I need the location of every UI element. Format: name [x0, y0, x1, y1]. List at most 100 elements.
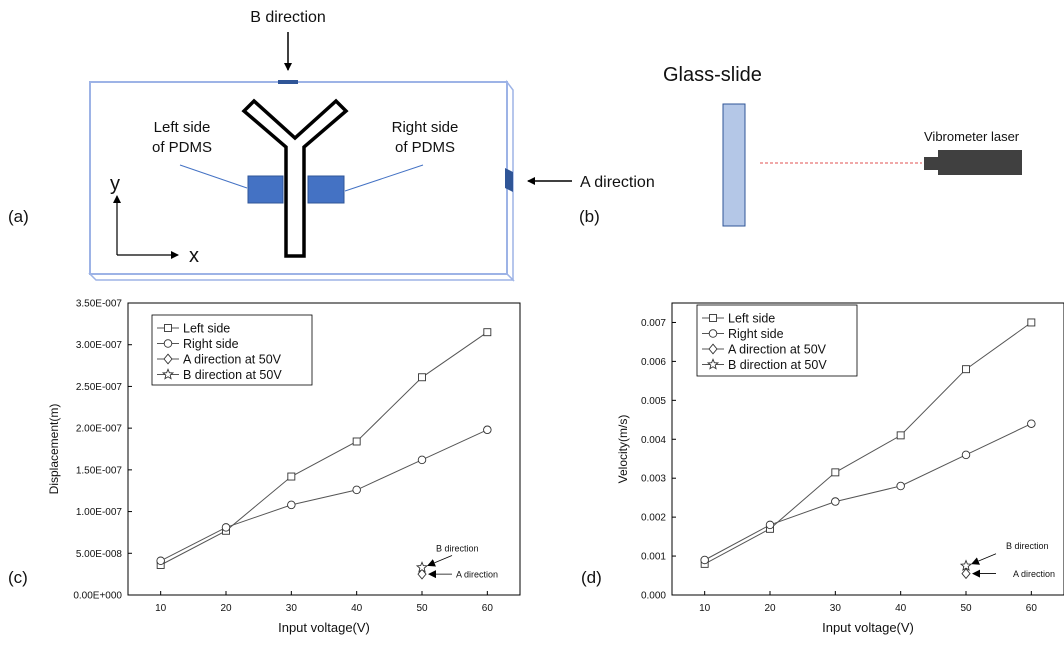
legend-label: B direction at 50V	[728, 358, 827, 372]
b-direction-annotation: B direction	[1006, 541, 1049, 551]
data-point-circle	[483, 425, 492, 435]
velocity-chart: (d) 0.000 0.001 0.002 0.003 0.004 0.005 0.006 0…	[581, 302, 1064, 635]
a-direction-annotation: A direction	[1013, 569, 1055, 579]
x-tick-label: 50	[960, 603, 972, 614]
data-point-square	[1027, 318, 1036, 327]
y-tick-label: 2.00E-007	[76, 424, 123, 435]
legend-box	[151, 314, 313, 386]
data-point-star	[415, 561, 429, 573]
legend-marker-star	[706, 358, 720, 370]
laser-head	[924, 157, 938, 170]
legend-label: Left side	[728, 312, 775, 326]
vibrometer-body	[938, 150, 1022, 175]
a-direction-marker	[505, 168, 513, 192]
b-direction-marker	[278, 80, 298, 84]
a-direction-annotation: A direction	[456, 570, 498, 580]
series-line-square	[160, 331, 488, 566]
data-point-circle	[961, 450, 971, 460]
panel-label-a: (a)	[8, 207, 29, 226]
y-axis-title: Velocity(m/s)	[616, 415, 630, 484]
a-direction-label: A direction	[580, 174, 655, 191]
data-point-diamond	[417, 568, 427, 580]
glass-slide-label: Glass-slide	[663, 64, 762, 86]
data-point-square	[287, 472, 296, 481]
data-point-diamond	[961, 568, 971, 580]
legend-marker-circle	[708, 329, 718, 338]
data-point-circle	[765, 520, 775, 530]
data-point-square	[962, 365, 970, 374]
panel-label-b: (b)	[579, 207, 600, 226]
b-direction-annotation-arrow	[427, 555, 453, 567]
x-tick-label: 20	[220, 603, 232, 614]
data-point-square	[352, 437, 361, 446]
y-axis-label: y	[110, 173, 120, 195]
left-pdms-label-line1: Left side	[154, 119, 211, 136]
legend-marker-star	[161, 368, 175, 380]
data-point-circle	[1027, 419, 1036, 428]
y-tick-label: 0.00E+000	[73, 591, 122, 602]
x-tick-label: 60	[482, 603, 494, 614]
data-point-circle	[831, 497, 840, 506]
data-point-square	[483, 328, 492, 337]
x-axis-title: Input voltage(V)	[278, 620, 370, 635]
y-tick-label: 5.00E-008	[76, 549, 123, 560]
right-pdms-block	[307, 175, 345, 204]
y-tick-label: 1.50E-007	[76, 465, 123, 476]
series-line-circle	[704, 423, 1032, 561]
y-tick-label: 3.00E-007	[76, 340, 123, 351]
y-tick-label: 0.007	[641, 318, 666, 329]
y-tick-label: 0.004	[641, 435, 666, 446]
data-point-circle	[352, 485, 361, 495]
legend-marker-circle	[163, 339, 173, 348]
legend-label: Left side	[183, 322, 230, 336]
right-pdms-label-line2: of PDMS	[395, 139, 455, 156]
plot-frame	[671, 302, 1064, 596]
x-tick-label: 10	[155, 603, 167, 614]
panel-b: (b) Glass-slide Vibrometer laser	[579, 64, 1022, 227]
x-tick-label: 10	[699, 603, 711, 614]
y-tick-label: 0.006	[641, 357, 666, 368]
data-point-circle	[896, 481, 905, 491]
data-point-circle	[221, 523, 231, 532]
left-pdms-leader	[179, 164, 248, 189]
data-point-circle	[156, 556, 165, 566]
x-tick-label: 30	[830, 603, 842, 614]
y-tick-label: 0.000	[641, 591, 666, 602]
panel-a: (a) B direction A direction Left side of…	[8, 9, 655, 282]
right-pdms-label-line1: Right side	[392, 119, 459, 136]
x-tick-label: 30	[286, 603, 298, 614]
legend-marker-diamond	[708, 343, 718, 355]
y-tick-label: 0.001	[641, 552, 666, 563]
x-tick-label: 20	[764, 603, 776, 614]
vibrometer-label: Vibrometer laser	[924, 129, 1020, 144]
x-tick-label: 40	[895, 603, 907, 614]
b-direction-annotation-arrow	[971, 553, 997, 565]
legend-label: B direction at 50V	[183, 368, 282, 382]
legend-marker-square	[164, 324, 172, 332]
legend-marker-square	[709, 314, 717, 322]
panel-label-c: (c)	[8, 568, 28, 587]
b-direction-annotation: B direction	[436, 543, 479, 553]
y-tick-label: 1.00E-007	[76, 507, 123, 518]
data-point-square	[896, 431, 905, 440]
x-tick-label: 40	[351, 603, 363, 614]
glass-slide-side-view	[722, 103, 746, 227]
data-point-square	[831, 468, 840, 477]
y-axis-title: Displacement(m)	[47, 404, 61, 495]
right-pdms-leader	[344, 164, 424, 192]
data-point-circle	[417, 455, 427, 465]
left-pdms-label-line2: of PDMS	[152, 139, 212, 156]
x-axis-label: x	[189, 245, 199, 267]
legend-label: Right side	[183, 337, 239, 351]
legend-label: A direction at 50V	[728, 343, 827, 357]
legend-label: Right side	[728, 327, 784, 341]
x-axis-title: Input voltage(V)	[822, 620, 914, 635]
panel-label-d: (d)	[581, 568, 602, 587]
y-tick-label: 0.005	[641, 396, 666, 407]
y-tick-label: 0.003	[641, 474, 666, 485]
displacement-chart: (c) 0.00E+000 5.00E-008 1.00E-007 1.50E-007…	[8, 299, 521, 635]
b-direction-label: B direction	[250, 9, 326, 26]
series-line-circle	[160, 429, 488, 562]
left-pdms-block	[247, 175, 284, 204]
